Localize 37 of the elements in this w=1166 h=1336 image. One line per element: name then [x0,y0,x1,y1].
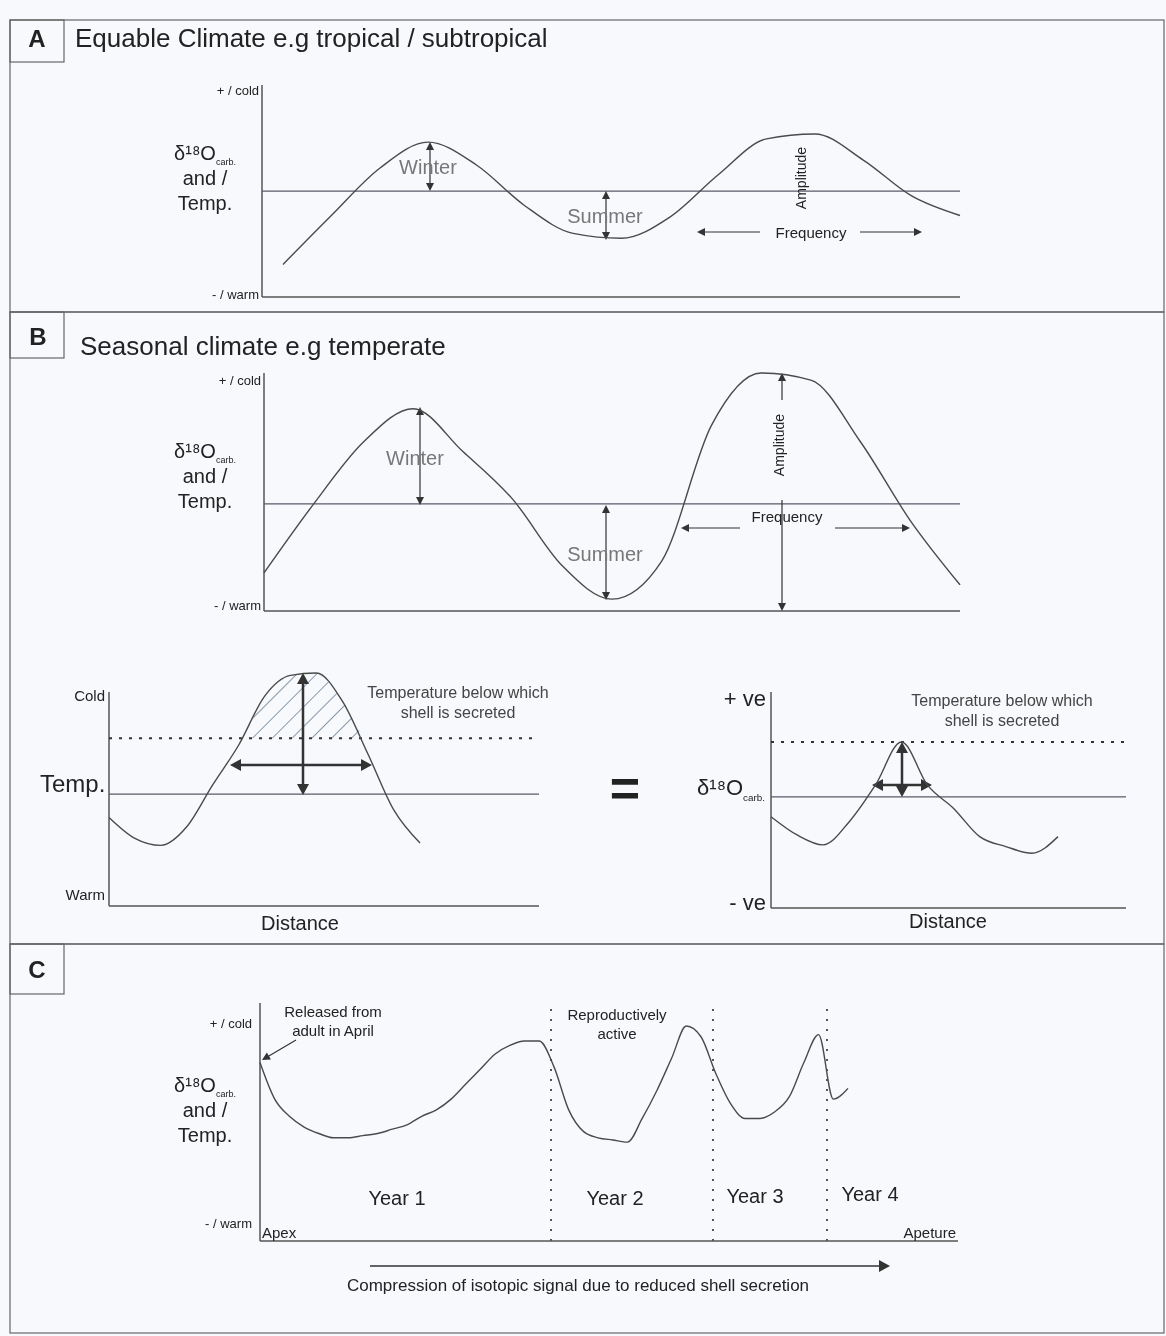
text: + / cold [218,373,261,388]
x-axis-title: Distance [261,912,339,934]
annotation: Amplitude [793,146,809,210]
annotation: Reproductively active [567,1006,668,1042]
y-axis-title: δ¹⁸O$_{carb.}$ and / Temp. [174,142,236,214]
text: A [28,25,46,52]
ref-line-label: Temperature below which shell is secreted [367,684,549,721]
annotation: Frequency [775,224,847,241]
text: + / cold [209,1016,252,1031]
annotation: Released from adult in April [284,1003,382,1039]
annotation: Year 1 [368,1187,426,1209]
y-axis-title: Temp. [40,770,106,797]
text: C [28,956,46,983]
text: + / cold [216,83,259,98]
x-axis-title: Distance [909,910,987,932]
text: Apeture [903,1224,956,1241]
text: - / warm [205,1216,252,1231]
text: - / warm [212,287,259,302]
text: = [609,759,641,817]
annotation: Year 3 [726,1185,784,1207]
chart-title: Seasonal climate e.g temperate [80,331,446,361]
chart-title: Equable Climate e.g tropical / subtropical [75,23,548,53]
y-axis-title: δ¹⁸O$_{carb.}$ [697,775,765,803]
y-axis-title: δ¹⁸O$_{carb.}$ and / Temp. [174,440,236,512]
text: + ve [723,686,766,711]
annotation: - ve [729,890,766,915]
annotation: Year 2 [586,1187,644,1209]
ref-line-label: Temperature below which shell is secreted [911,692,1093,729]
annotation: Year 4 [841,1183,899,1205]
text: Compression of isotopic signal due to reduced shell secretion [346,1276,810,1295]
text: B [29,323,47,350]
annotation: Warm [65,886,105,903]
text: - / warm [214,598,261,613]
annotation: Amplitude [771,413,787,477]
annotation: Apex [262,1224,297,1241]
y-axis-title: δ¹⁸O$_{carb.}$ and / Temp. [174,1074,236,1146]
annotation: Cold [74,687,105,704]
